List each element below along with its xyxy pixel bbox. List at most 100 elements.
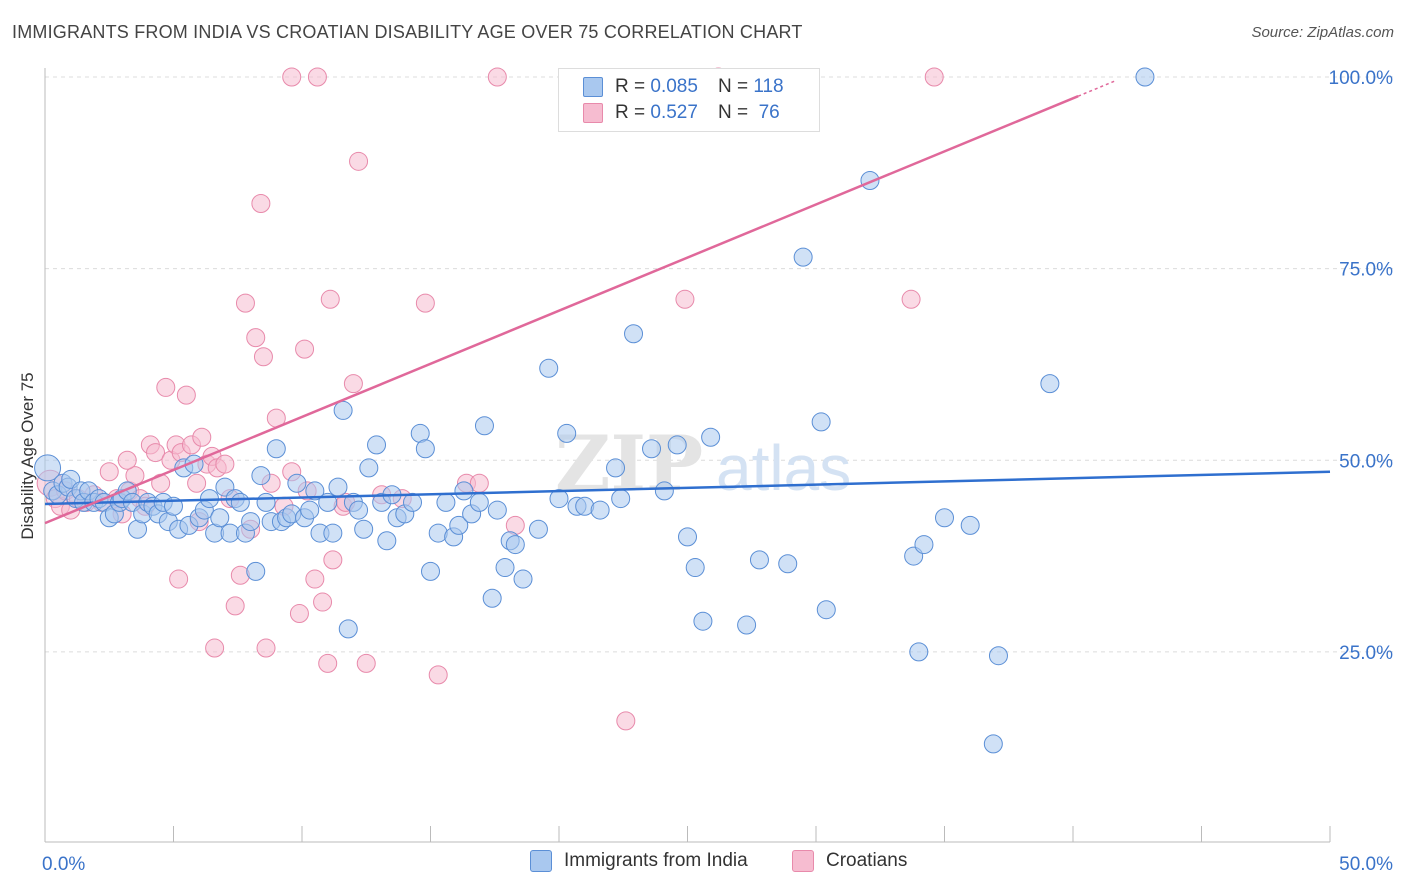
croatians-point	[253, 347, 273, 367]
india-point	[678, 527, 697, 547]
india-point	[528, 519, 548, 539]
india-point	[611, 489, 631, 509]
india-point	[482, 588, 502, 608]
croatians-point	[187, 473, 207, 493]
y-tick-label: 100.0%	[1329, 68, 1394, 89]
croatians-point	[225, 596, 245, 616]
croatians-point	[235, 293, 255, 313]
croatians-point	[428, 665, 448, 685]
croatians-point	[415, 293, 435, 313]
x-tick-label: 0.0%	[42, 854, 85, 875]
croatians-point	[251, 193, 271, 213]
gridlines	[45, 76, 1395, 653]
india-point	[377, 531, 397, 551]
india-point	[300, 500, 320, 520]
legend-swatch-croatians	[583, 103, 603, 123]
croatians-point	[156, 377, 176, 397]
legend-item-india[interactable]: Immigrants from India	[530, 850, 748, 872]
india-point	[403, 492, 423, 512]
india-point	[590, 500, 610, 520]
x-tick-labels: 0.0% 50.0%	[42, 854, 1393, 875]
croatians-point	[487, 67, 507, 87]
y-tick-label: 25.0%	[1339, 643, 1393, 664]
india-point	[367, 435, 387, 455]
india-point	[642, 439, 662, 459]
croatians-trendline	[44, 95, 1079, 525]
india-point	[909, 642, 929, 662]
croatians-point	[318, 653, 338, 673]
croatians-point	[99, 462, 119, 482]
croatians-point	[282, 67, 302, 87]
stats-legend: R = 0.085 N = 118 R = 0.527 N = 76	[558, 68, 820, 132]
legend-n-india: 118	[753, 76, 784, 97]
india-point	[513, 569, 533, 589]
croatians-point	[305, 569, 325, 589]
india-point	[983, 734, 1003, 754]
y-tick-label: 50.0%	[1339, 451, 1393, 472]
croatians-point	[675, 289, 695, 309]
croatians-point	[289, 604, 309, 624]
india-point	[34, 454, 62, 482]
x-tick-label: 50.0%	[1339, 854, 1393, 875]
india-point	[685, 558, 705, 578]
croatians-point	[205, 638, 225, 658]
india-point	[241, 512, 261, 532]
legend-r-label: R =	[615, 102, 646, 123]
legend-r-label: R =	[615, 76, 646, 97]
chart-title: IMMIGRANTS FROM INDIA VS CROATIAN DISABI…	[12, 22, 803, 42]
india-point	[421, 561, 440, 581]
legend-label-croatians: Croatians	[826, 850, 908, 871]
croatians-trendline-ext	[1077, 80, 1115, 97]
india-point	[256, 492, 276, 512]
india-point	[266, 439, 286, 459]
india-point	[914, 535, 934, 555]
india-point	[935, 508, 954, 528]
india-point	[737, 615, 757, 635]
croatians-point	[356, 653, 376, 673]
india-point	[654, 481, 674, 501]
legend-label-india: Immigrants from India	[564, 850, 748, 871]
legend-r-croatians: 0.527	[650, 102, 698, 123]
india-point	[693, 611, 713, 631]
india-point	[495, 558, 515, 578]
legend-row-croatians: R = 0.527 N = 76	[583, 101, 780, 125]
india-point	[354, 519, 374, 539]
croatians-point	[349, 151, 369, 171]
india-point	[210, 508, 230, 528]
croatians-point	[169, 569, 189, 589]
series-legend: Immigrants from India Croatians	[0, 850, 1406, 878]
croatians-point	[117, 450, 137, 470]
y-axis-label: Disability Age Over 75	[18, 372, 37, 539]
india-point	[474, 416, 494, 436]
india-point	[415, 439, 435, 459]
legend-n-label: N =	[717, 102, 749, 123]
india-point	[667, 435, 687, 455]
india-point	[287, 473, 307, 493]
india-point	[230, 492, 250, 512]
india-point	[328, 477, 348, 497]
india-point	[246, 561, 266, 581]
croatians-point	[307, 67, 327, 87]
india-point	[778, 554, 798, 574]
india-points	[34, 67, 1155, 754]
india-point	[1135, 67, 1155, 87]
croatians-point	[320, 289, 340, 309]
legend-r-india: 0.085	[650, 76, 698, 97]
legend-item-croatians[interactable]: Croatians	[792, 850, 907, 872]
india-trendline	[44, 470, 1331, 506]
india-point	[960, 515, 980, 535]
croatians-point	[176, 385, 196, 405]
india-point	[988, 646, 1008, 666]
croatians-point	[924, 67, 944, 87]
croatians-point	[313, 592, 333, 612]
watermark-zip: ZIP	[555, 419, 703, 508]
croatians-points	[36, 67, 944, 731]
india-point	[811, 412, 831, 432]
india-point	[333, 400, 353, 420]
trendlines	[44, 80, 1331, 525]
croatians-point	[192, 427, 212, 447]
india-point	[539, 358, 559, 378]
india-point	[359, 458, 379, 478]
croatians-point	[146, 443, 166, 463]
